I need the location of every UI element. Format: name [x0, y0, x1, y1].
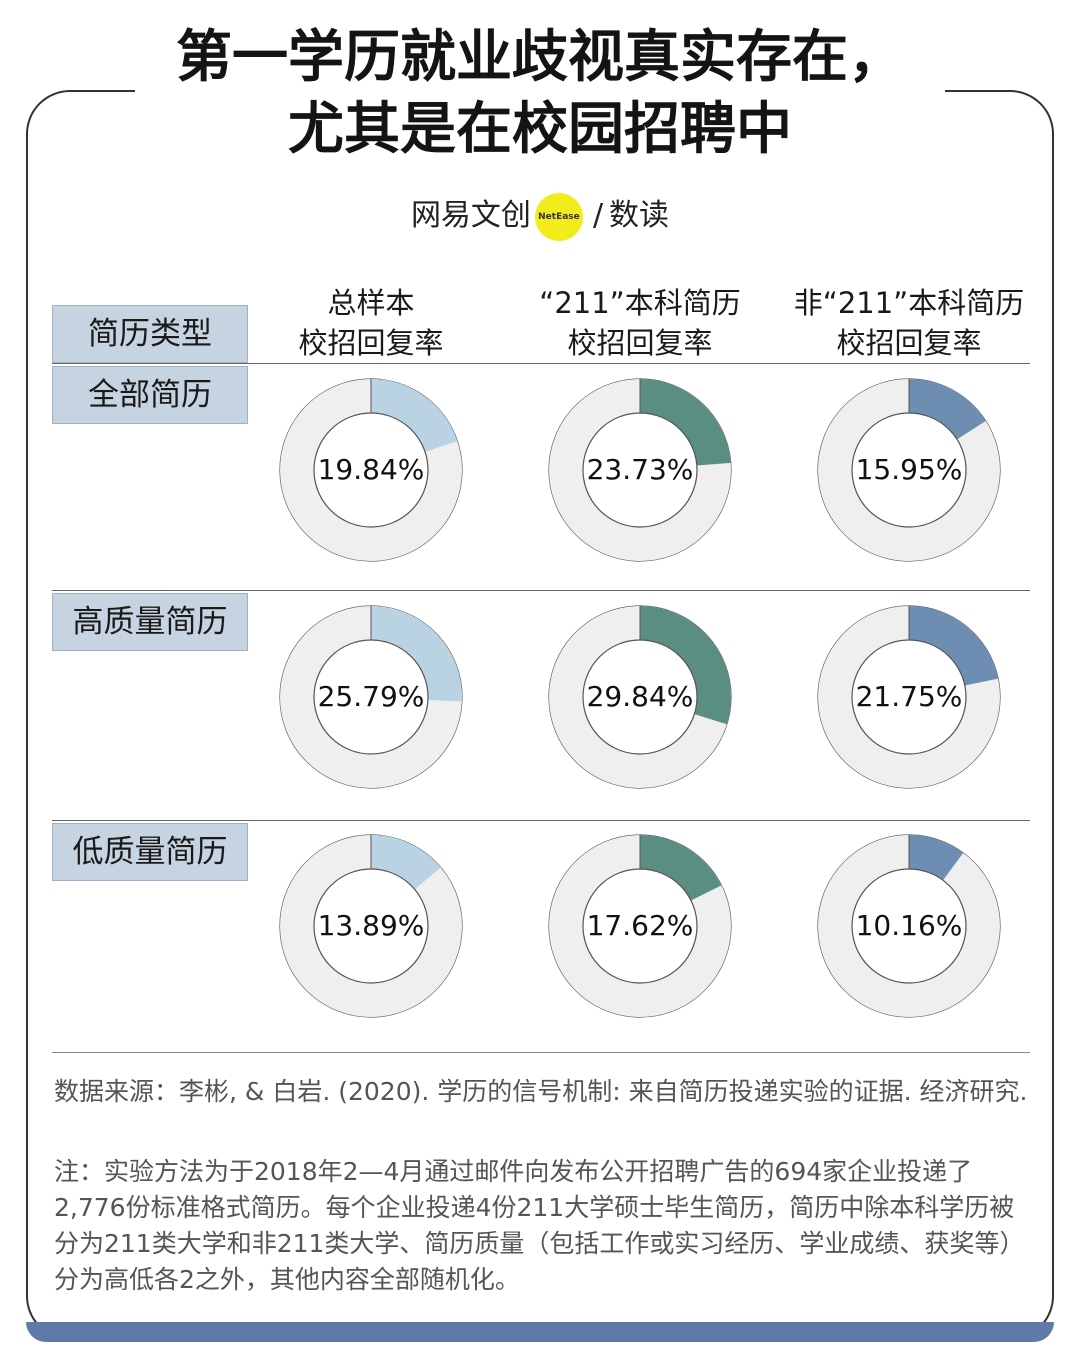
donut-value-label: 13.89%: [317, 909, 425, 942]
logo-left-text: 网易文创: [410, 198, 531, 233]
brand-logo: 网易文创 NetEase / 数读: [0, 190, 1080, 242]
divider: [52, 590, 1030, 591]
donut-chart: [817, 834, 1001, 1018]
donut-chart: [548, 834, 732, 1018]
donut-chart: [817, 378, 1001, 562]
donut-value-label: 29.84%: [586, 680, 694, 713]
title-background: [135, 60, 945, 130]
donut-chart: [279, 834, 463, 1018]
column-header-line: 校招回复率: [836, 326, 982, 360]
divider: [52, 363, 1030, 364]
column-header-line: 非“211”本科简历: [793, 286, 1025, 320]
column-header-211: “211”本科简历 校招回复率: [506, 283, 774, 363]
row-label-low: 低质量简历: [52, 823, 248, 881]
title-line-1: 第一学历就业歧视真实存在，: [176, 25, 904, 90]
donut-chart: [279, 605, 463, 789]
row-label-high: 高质量简历: [52, 593, 248, 651]
donut-value-label: 19.84%: [317, 453, 425, 486]
donut-value-label: 25.79%: [317, 680, 425, 713]
card-footer-bar: [26, 1322, 1054, 1342]
donut-value-label: 21.75%: [855, 680, 963, 713]
donut-value-label: 17.62%: [586, 909, 694, 942]
netease-badge-icon: NetEase: [534, 192, 583, 241]
donut-value-label: 15.95%: [855, 453, 963, 486]
column-header-total: 总样本 校招回复率: [237, 283, 505, 363]
column-header-non211: 非“211”本科简历 校招回复率: [775, 283, 1043, 363]
divider: [52, 820, 1030, 821]
source-note: 数据来源：李彬, & 白岩. (2020). 学历的信号机制: 来自简历投递实验…: [54, 1077, 1028, 1106]
method-note: 注：实验方法为于2018年2—4月通过邮件向发布公开招聘广告的694家企业投递了…: [54, 1157, 1025, 1294]
donut-value-label: 10.16%: [855, 909, 963, 942]
row-label-all: 全部简历: [52, 366, 248, 424]
donut-chart: [548, 378, 732, 562]
column-header-line: 校招回复率: [298, 326, 444, 360]
logo-separator: /: [592, 198, 604, 233]
column-header-line: 校招回复率: [567, 326, 713, 360]
column-header-line: “211”本科简历: [539, 286, 741, 320]
column-header-line: 总样本: [327, 286, 415, 320]
donut-value-label: 23.73%: [586, 453, 694, 486]
logo-right-text: 数读: [609, 198, 670, 233]
divider: [52, 1052, 1030, 1053]
donut-chart: [279, 378, 463, 562]
title-line-2: 尤其是在校园招聘中: [288, 97, 792, 162]
donut-chart: [817, 605, 1001, 789]
donut-chart: [548, 605, 732, 789]
row-type-header: 简历类型: [52, 305, 248, 363]
page-title: 第一学历就业歧视真实存在， 尤其是在校园招聘中: [80, 22, 1000, 166]
